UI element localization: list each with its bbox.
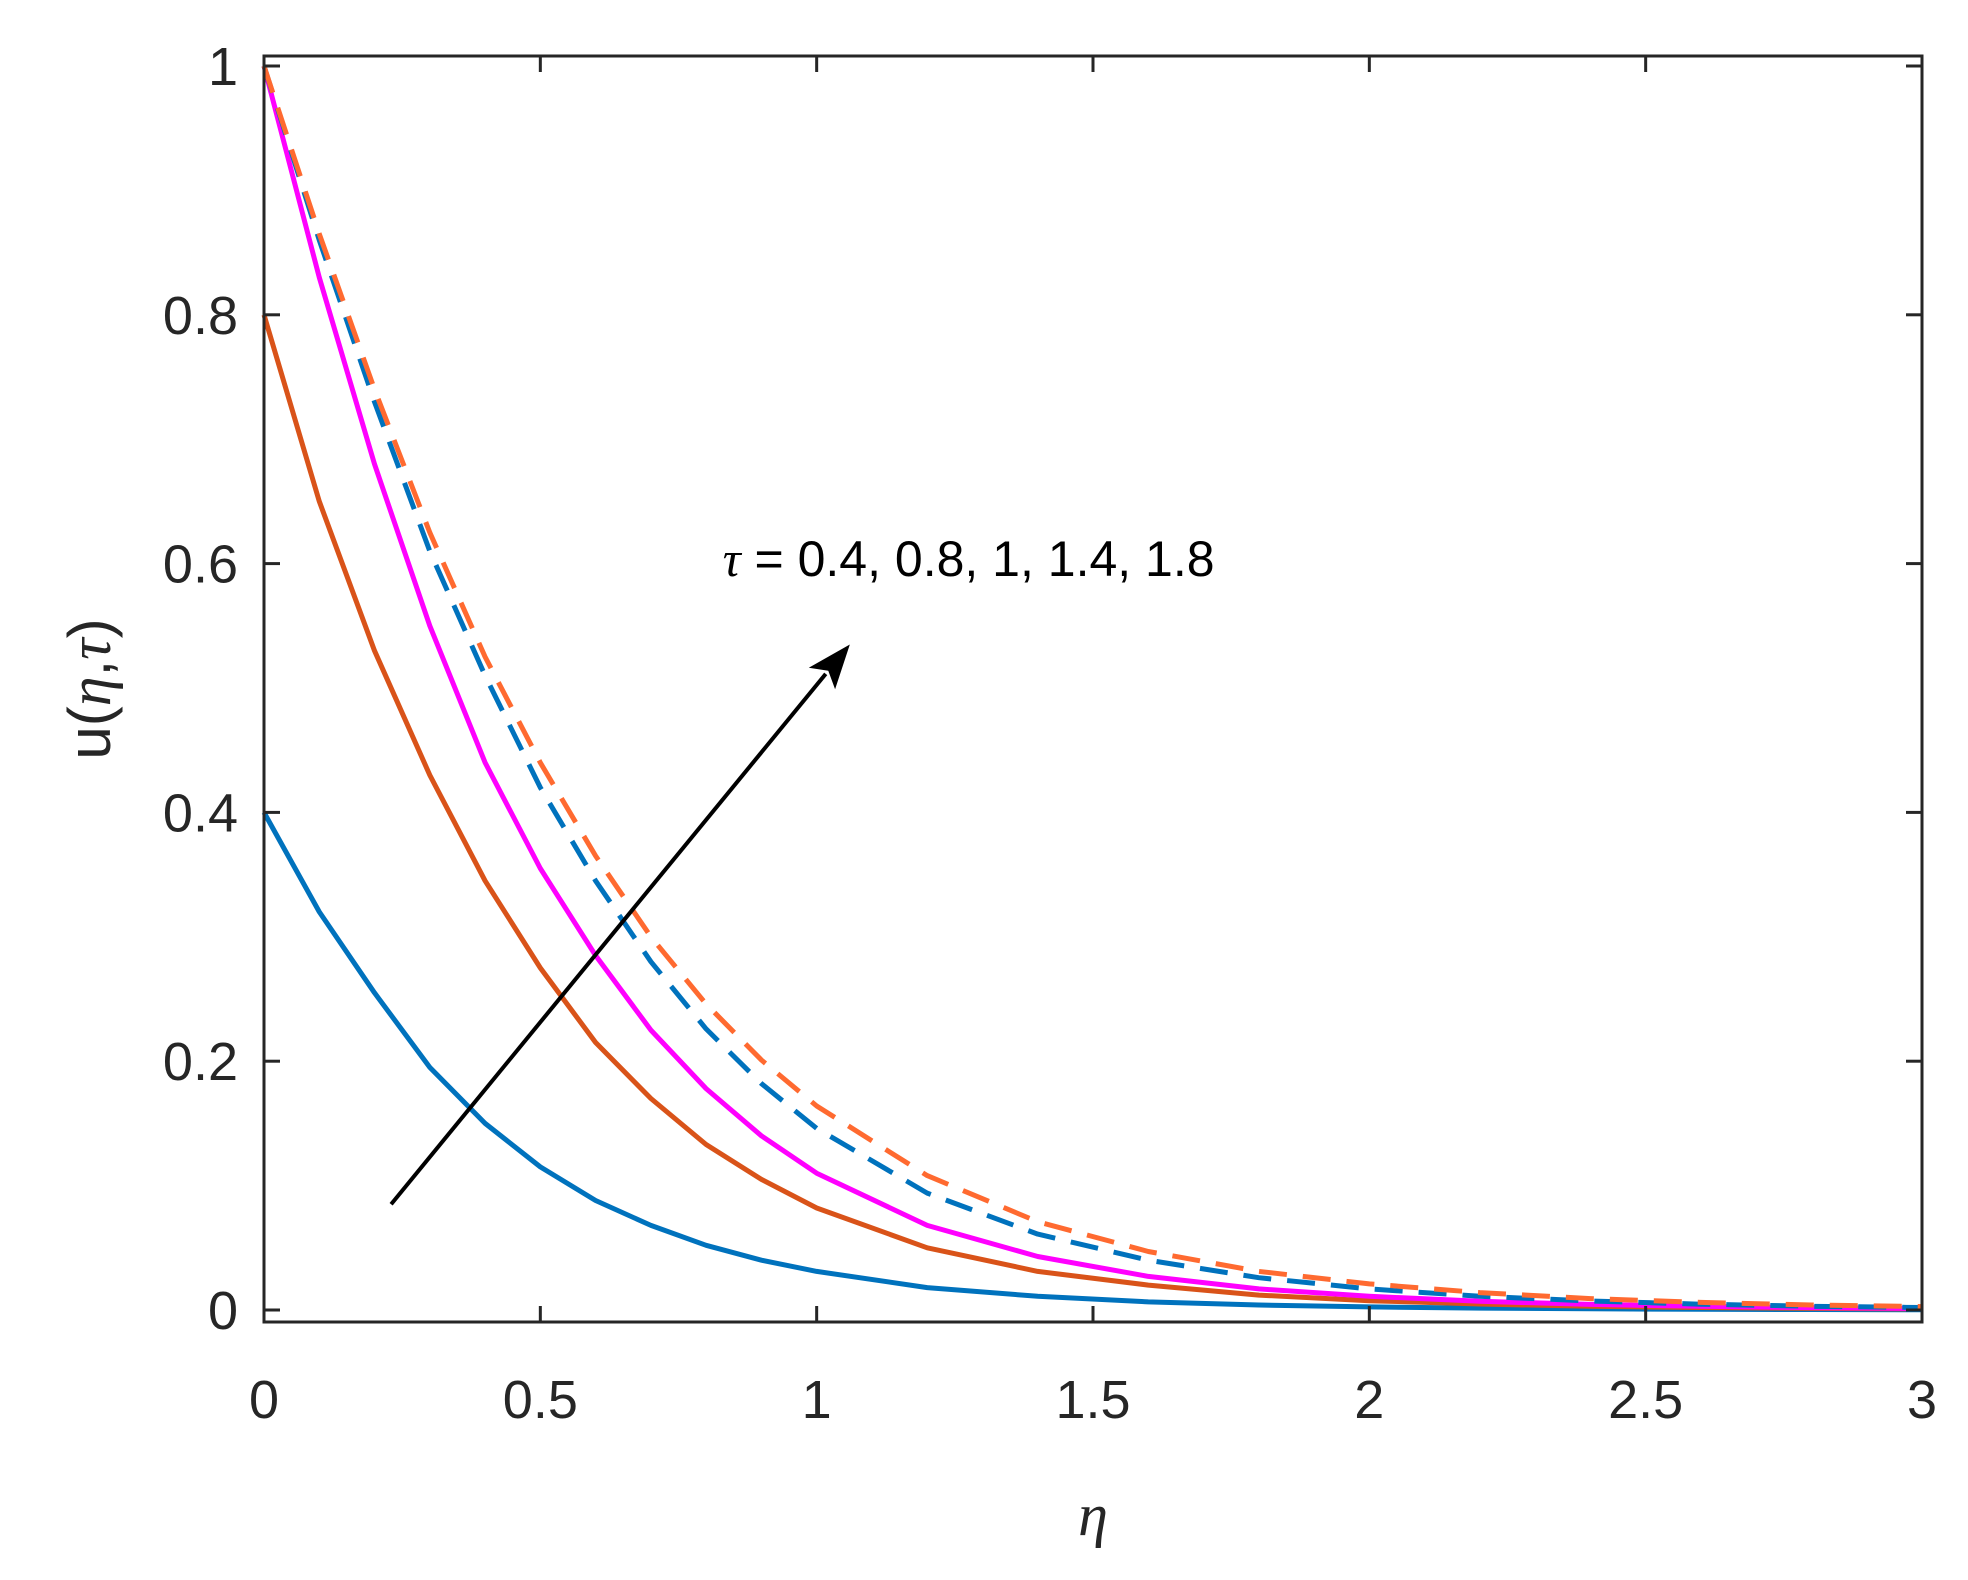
x-tick-label: 2: [1354, 1370, 1384, 1430]
y-axis-label-tau: τ: [57, 636, 123, 660]
y-axis-label-sep: ,: [56, 660, 123, 677]
y-axis-label-prefix: u(: [56, 706, 123, 759]
series-line-3: [261, 65, 1923, 1311]
plot-background: [264, 56, 1922, 1322]
y-axis-label: u(η,τ): [56, 618, 123, 759]
x-tick-label: 0: [249, 1370, 279, 1430]
x-axis-label: η: [1078, 1482, 1108, 1548]
y-tick-label: 1: [208, 37, 238, 97]
y-tick-label: 0.6: [163, 535, 238, 595]
series-layer: [261, 65, 1923, 1313]
annotation-layer: τ = 0.4, 0.8, 1, 1.4, 1.8: [389, 531, 1215, 1206]
y-tick-label: 0.8: [163, 286, 238, 346]
y-axis-label-eta: η: [57, 677, 123, 707]
annotation-text: τ = 0.4, 0.8, 1, 1.4, 1.8: [723, 531, 1215, 587]
x-tick-label: 1: [802, 1370, 832, 1430]
annotation-arrow: [389, 672, 828, 1206]
x-tick-label: 0.5: [503, 1370, 578, 1430]
y-tick-label: 0.2: [163, 1032, 238, 1092]
annotation-symbol: τ: [723, 531, 743, 587]
x-tick-label: 2.5: [1608, 1370, 1683, 1430]
plot-frame: [262, 54, 1924, 1324]
y-tick-label: 0.4: [163, 783, 238, 843]
tick-layer: 0 0.5 1 1.5 2 2.5 3 0 0.2 0.4 0.6 0.8 1: [163, 37, 1937, 1430]
x-tick-label: 1.5: [1055, 1370, 1130, 1430]
series-line-1: [261, 811, 1923, 1313]
annotation-values: = 0.4, 0.8, 1, 1.4, 1.8: [741, 531, 1215, 587]
x-tick-label: 3: [1907, 1370, 1937, 1430]
annotation-arrow-head: [808, 644, 850, 690]
series-line-4: [261, 65, 1923, 1310]
y-axis-label-suffix: ): [56, 618, 123, 638]
y-tick-label: 0: [208, 1281, 238, 1341]
series-line-5: [261, 65, 1923, 1310]
